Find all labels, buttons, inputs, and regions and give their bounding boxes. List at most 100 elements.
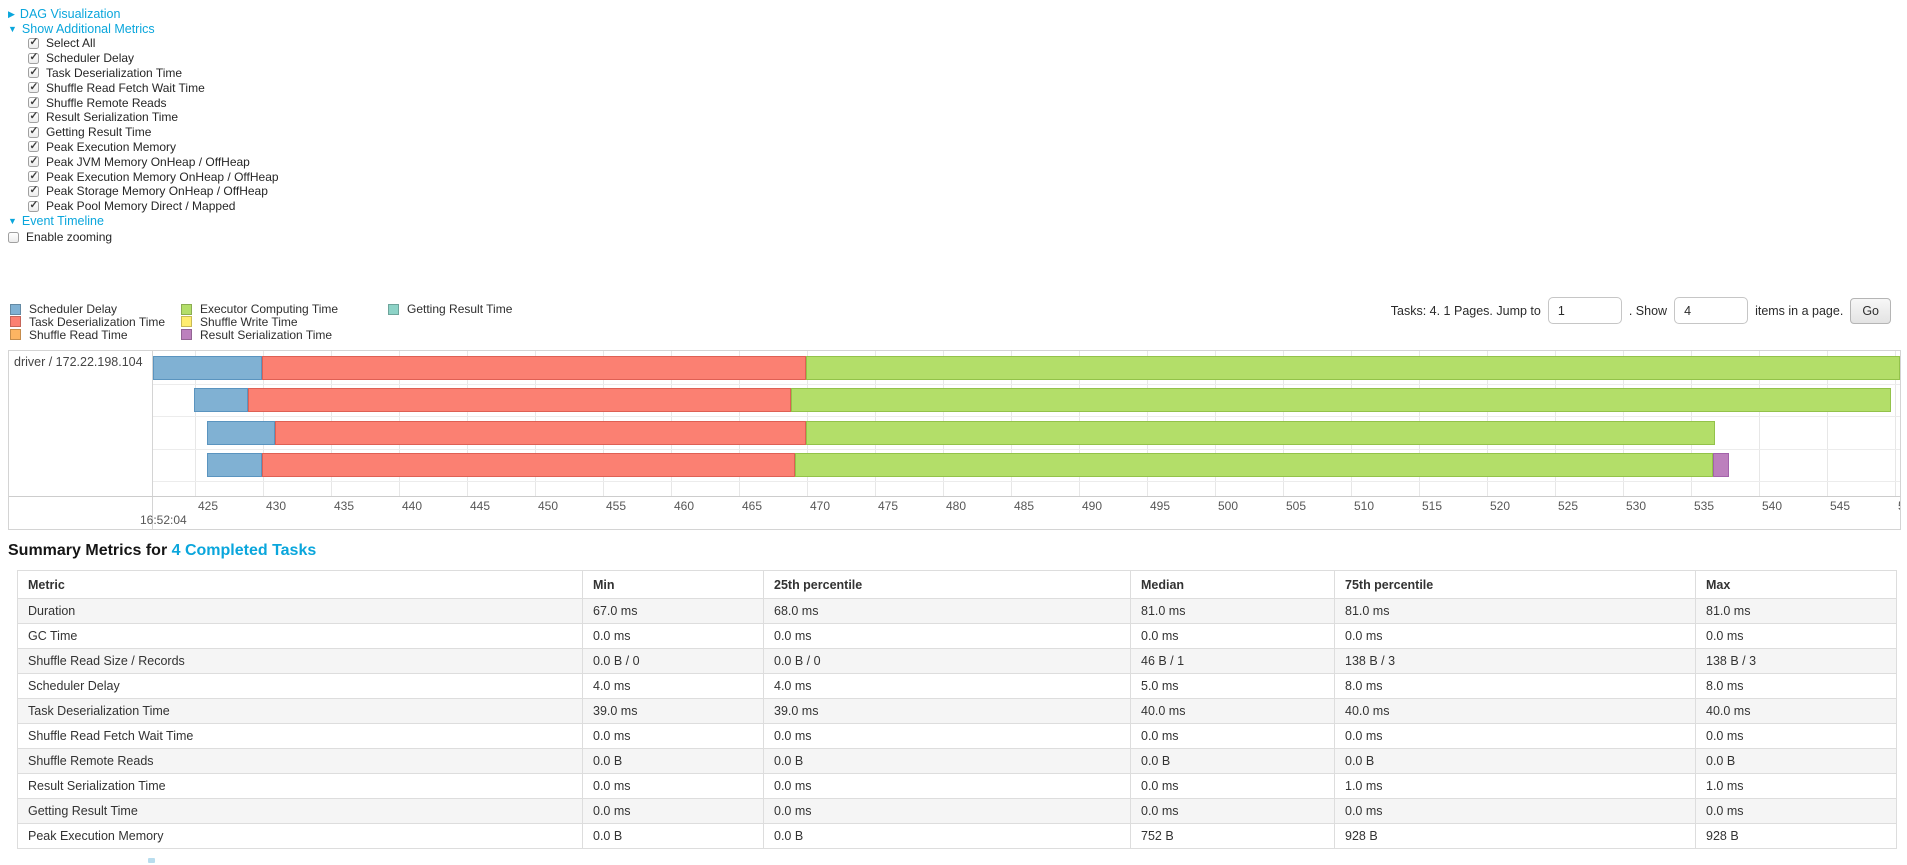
metric-value-cell: 67.0 ms [582, 598, 764, 624]
task-bar-segment-scheduler-delay[interactable] [153, 356, 262, 380]
axis-tick-label: 485 [1014, 499, 1035, 513]
metric-value-cell: 81.0 ms [1695, 598, 1897, 624]
chevron-right-icon: ▶ [8, 9, 15, 19]
timeline-legend-col-1: Scheduler Delay Task Deserialization Time… [10, 302, 165, 342]
summary-metrics-table: Metric Min 25th percentile Median 75th perce… [17, 570, 1897, 849]
metric-value-cell: 0.0 ms [763, 773, 1131, 799]
metric-checkbox-item[interactable]: Shuffle Read Fetch Wait Time [28, 80, 279, 95]
task-bar-segment-scheduler-delay[interactable] [207, 453, 262, 477]
checkbox-icon[interactable] [28, 36, 39, 49]
metric-value-cell: 0.0 B [1130, 748, 1335, 774]
axis-tick-label: 545 [1830, 499, 1851, 513]
checkbox-icon[interactable] [28, 110, 39, 123]
metric-value-cell: 0.0 B [582, 748, 764, 774]
task-bar-segment-scheduler-delay[interactable] [207, 421, 276, 445]
task-bar-segment-executor-computing[interactable] [805, 356, 1900, 380]
legend-label: Getting Result Time [407, 302, 513, 317]
task-bar-segment-task-deserialization[interactable] [248, 388, 791, 412]
event-timeline-toggle[interactable]: ▼ Event Timeline [8, 214, 104, 228]
metric-checkbox-item[interactable]: Select All [28, 36, 279, 51]
metric-value-cell: 0.0 ms [582, 798, 764, 824]
metric-checkbox-item[interactable]: Scheduler Delay [28, 51, 279, 66]
metric-value-cell: 0.0 ms [582, 723, 764, 749]
task-bar-segment-result-serialization[interactable] [1712, 453, 1730, 477]
metric-checkbox-item[interactable]: Peak Execution Memory OnHeap / OffHeap [28, 169, 279, 184]
axis-time-label: 16:52:04 [140, 513, 187, 527]
metric-checkbox-item[interactable]: Shuffle Remote Reads [28, 95, 279, 110]
metric-value-cell: 928 B [1334, 823, 1696, 849]
axis-tick-label: 495 [1150, 499, 1171, 513]
metric-value-cell: 0.0 ms [1334, 798, 1696, 824]
checkbox-icon[interactable] [28, 199, 39, 212]
pagination-suffix: items in a page. [1755, 303, 1844, 318]
axis-tick-label: 450 [538, 499, 559, 513]
jump-to-page-input[interactable] [1547, 297, 1622, 324]
legend-label: Shuffle Write Time [200, 314, 298, 329]
metric-name-cell: Shuffle Read Size / Records [17, 648, 583, 674]
metric-value-cell: 0.0 ms [763, 723, 1131, 749]
metric-name-cell: Getting Result Time [17, 798, 583, 824]
go-button[interactable]: Go [1850, 297, 1891, 324]
metric-value-cell: 40.0 ms [1695, 698, 1897, 724]
metric-value-cell: 4.0 ms [582, 673, 764, 699]
checkbox-icon[interactable] [28, 96, 39, 109]
axis-gridline [195, 351, 196, 496]
table-header-cell: Median [1130, 570, 1335, 599]
checkbox-label: Shuffle Remote Reads [46, 95, 167, 110]
table-header-row: Metric Min 25th percentile Median 75th perce… [17, 570, 1897, 599]
axis-tick-label: 440 [402, 499, 423, 513]
show-additional-metrics-toggle[interactable]: ▼ Show Additional Metrics [8, 22, 155, 36]
event-timeline-chart[interactable]: driver / 172.22.198.104 425 430 435 440 445 4… [8, 350, 1901, 530]
checkbox-icon[interactable] [28, 155, 39, 168]
summary-metrics-heading: Summary Metrics for 4 Completed Tasks [8, 542, 316, 560]
task-bar-segment-executor-computing[interactable] [790, 388, 1891, 412]
metric-checkbox-item[interactable]: Result Serialization Time [28, 110, 279, 125]
metric-value-cell: 8.0 ms [1334, 673, 1696, 699]
table-header-cell: Max [1695, 570, 1897, 599]
table-header-cell: Metric [17, 570, 583, 599]
axis-tick-label: 490 [1082, 499, 1103, 513]
axis-tick-label: 500 [1218, 499, 1239, 513]
task-bar-segment-task-deserialization[interactable] [275, 421, 806, 445]
task-bar-segment-task-deserialization[interactable] [261, 453, 795, 477]
checkbox-icon[interactable] [8, 231, 19, 243]
shuffle_write-swatch-icon [181, 316, 192, 328]
checkbox-icon[interactable] [28, 81, 39, 94]
task-bar-segment-task-deserialization[interactable] [261, 356, 806, 380]
metric-name-cell: Task Deserialization Time [17, 698, 583, 724]
metric-checkbox-item[interactable]: Peak Storage Memory OnHeap / OffHeap [28, 184, 279, 199]
metric-value-cell: 81.0 ms [1334, 598, 1696, 624]
checkbox-icon[interactable] [28, 66, 39, 79]
metric-checkbox-item[interactable]: Peak Execution Memory [28, 140, 279, 155]
dag-visualization-toggle[interactable]: ▶ DAG Visualization [8, 7, 120, 21]
completed-tasks-link[interactable]: 4 Completed Tasks [171, 542, 317, 559]
checkbox-icon[interactable] [28, 170, 39, 183]
axis-tick-label: 520 [1490, 499, 1511, 513]
metric-value-cell: 0.0 ms [1334, 623, 1696, 649]
items-per-page-input[interactable] [1674, 297, 1749, 324]
checkbox-icon[interactable] [28, 140, 39, 153]
metric-checkbox-item[interactable]: Getting Result Time [28, 125, 279, 140]
metric-value-cell: 0.0 ms [1130, 798, 1335, 824]
metric-checkbox-item[interactable]: Peak Pool Memory Direct / Mapped [28, 199, 279, 214]
enable-zooming-checkbox[interactable]: Enable zooming [8, 230, 112, 245]
task-bar-segment-executor-computing[interactable] [805, 421, 1716, 445]
checkbox-label: Task Deserialization Time [46, 65, 183, 80]
axis-gridline [1895, 351, 1896, 496]
metric-checkbox-item[interactable]: Peak JVM Memory OnHeap / OffHeap [28, 154, 279, 169]
checkbox-icon[interactable] [28, 125, 39, 138]
legend-entry: Getting Result Time [388, 302, 513, 317]
metric-value-cell: 0.0 ms [1130, 773, 1335, 799]
axis-tick-label: 510 [1354, 499, 1375, 513]
task-bar-segment-scheduler-delay[interactable] [193, 388, 249, 412]
metric-value-cell: 8.0 ms [1695, 673, 1897, 699]
checkbox-icon[interactable] [28, 51, 39, 64]
task-bar-segment-executor-computing[interactable] [794, 453, 1713, 477]
timeline-plot-area[interactable] [153, 351, 1900, 496]
axis-gridline [1759, 351, 1760, 496]
checkbox-icon[interactable] [28, 184, 39, 197]
axis-tick-label: 425 [198, 499, 219, 513]
metric-value-cell: 5.0 ms [1130, 673, 1335, 699]
metric-checkbox-item[interactable]: Task Deserialization Time [28, 66, 279, 81]
